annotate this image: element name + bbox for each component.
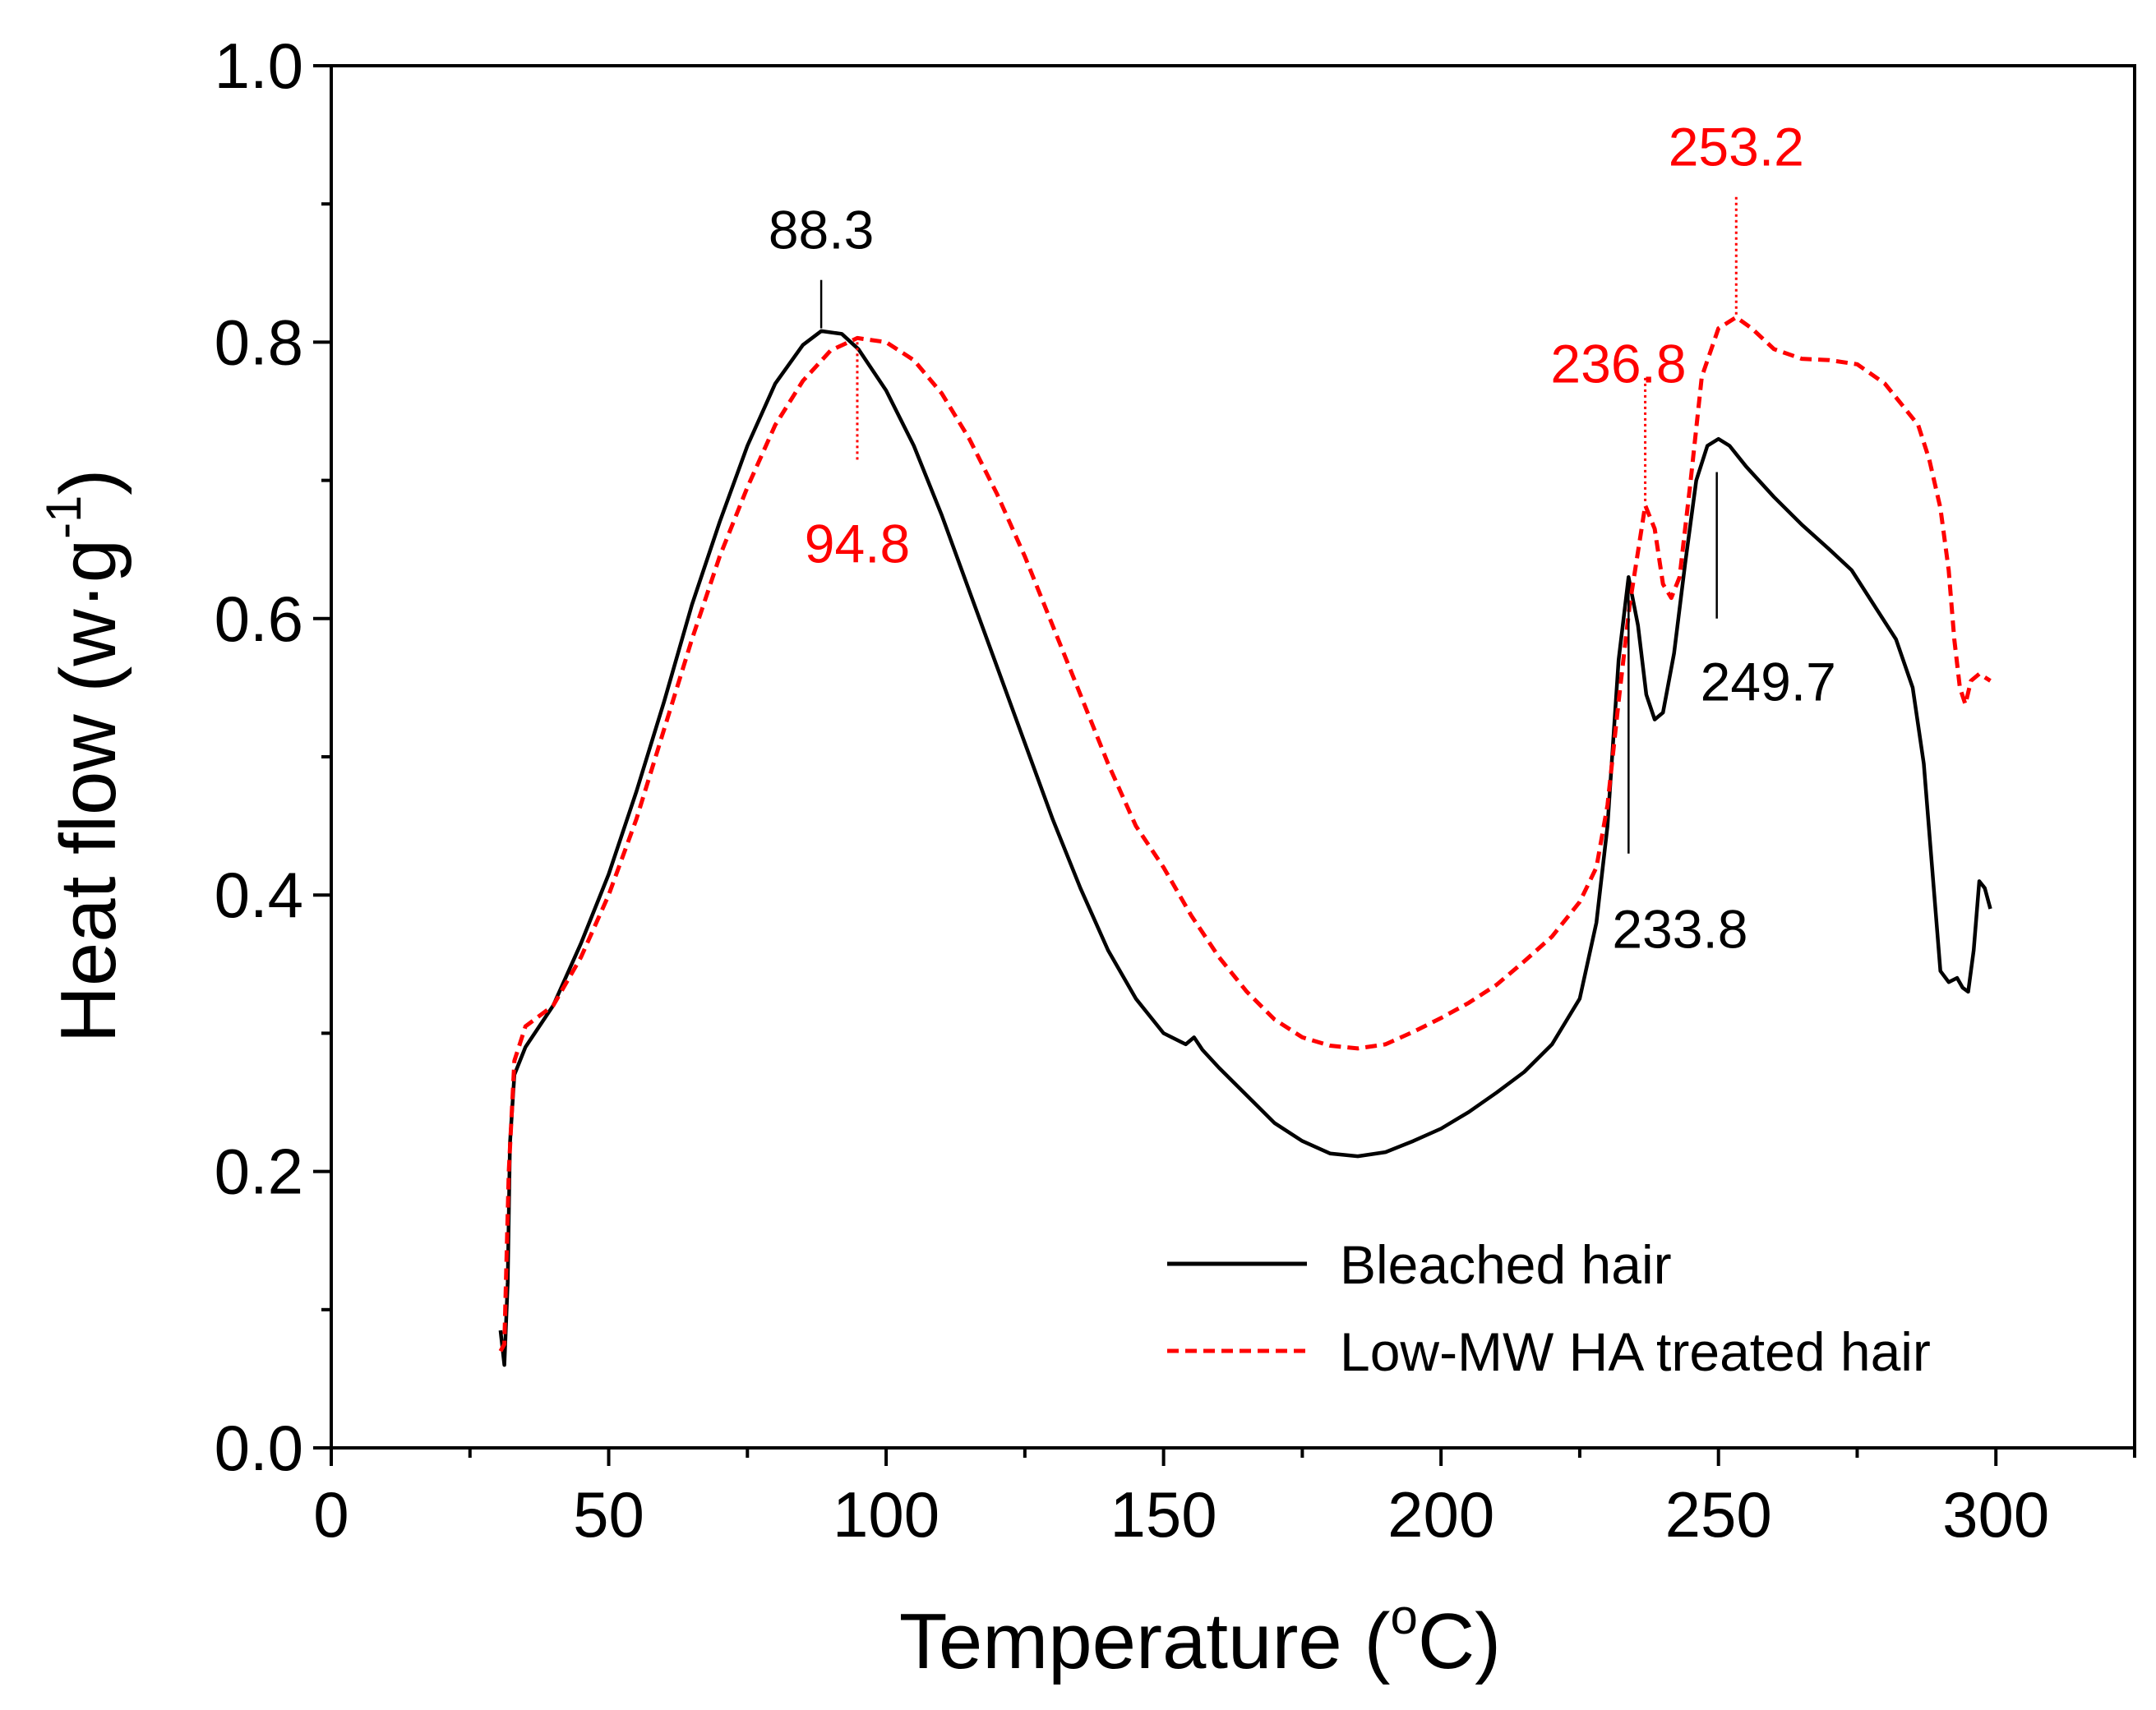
legend-label: Bleached hair xyxy=(1340,1234,1672,1295)
y-tick-label: 0.6 xyxy=(215,583,303,655)
y-tick-label: 1.0 xyxy=(215,30,303,102)
peak-label: 249.7 xyxy=(1701,651,1836,712)
x-axis-title: Temperature (oC) xyxy=(899,1589,1501,1685)
data-series xyxy=(498,315,1992,1367)
bleached-hair-line xyxy=(498,329,1992,1367)
x-tick-label: 250 xyxy=(1665,1478,1772,1551)
y-tick-label: 0.8 xyxy=(215,306,303,378)
low-mw-ha-treated-hair-line xyxy=(498,315,1992,1353)
x-tick-label: 150 xyxy=(1110,1478,1217,1551)
plot-border xyxy=(330,64,2136,1450)
axis-ticks: 0 50 100 150 200 250 300 0.0 0.2 0.4 0.6 0.8 1.0 xyxy=(215,30,2136,1551)
peak-label: 94.8 xyxy=(805,513,910,574)
legend-label: Low-MW HA treated hair xyxy=(1340,1321,1931,1382)
peak-label: 253.2 xyxy=(1669,117,1804,177)
x-tick-label: 300 xyxy=(1942,1478,2049,1551)
plot-frame xyxy=(330,64,2136,1450)
y-axis-title: Heat flow (w·g-1) xyxy=(36,469,132,1044)
peak-label: 233.8 xyxy=(1612,899,1747,960)
y-tick-label: 0.2 xyxy=(215,1136,303,1208)
peak-annotations: 88.3 94.8 236.8 253.2 249.7 233.8 xyxy=(769,117,1836,960)
legend: Bleached hair Low-MW HA treated hair xyxy=(1167,1234,1931,1382)
peak-label: 88.3 xyxy=(769,199,874,260)
y-tick-label: 0.4 xyxy=(215,859,303,931)
peak-label: 236.8 xyxy=(1550,334,1686,394)
x-tick-label: 50 xyxy=(573,1478,644,1551)
y-tick-label: 0.0 xyxy=(215,1412,303,1484)
x-tick-label: 0 xyxy=(313,1478,349,1551)
x-tick-label: 100 xyxy=(833,1478,939,1551)
x-tick-label: 200 xyxy=(1387,1478,1494,1551)
